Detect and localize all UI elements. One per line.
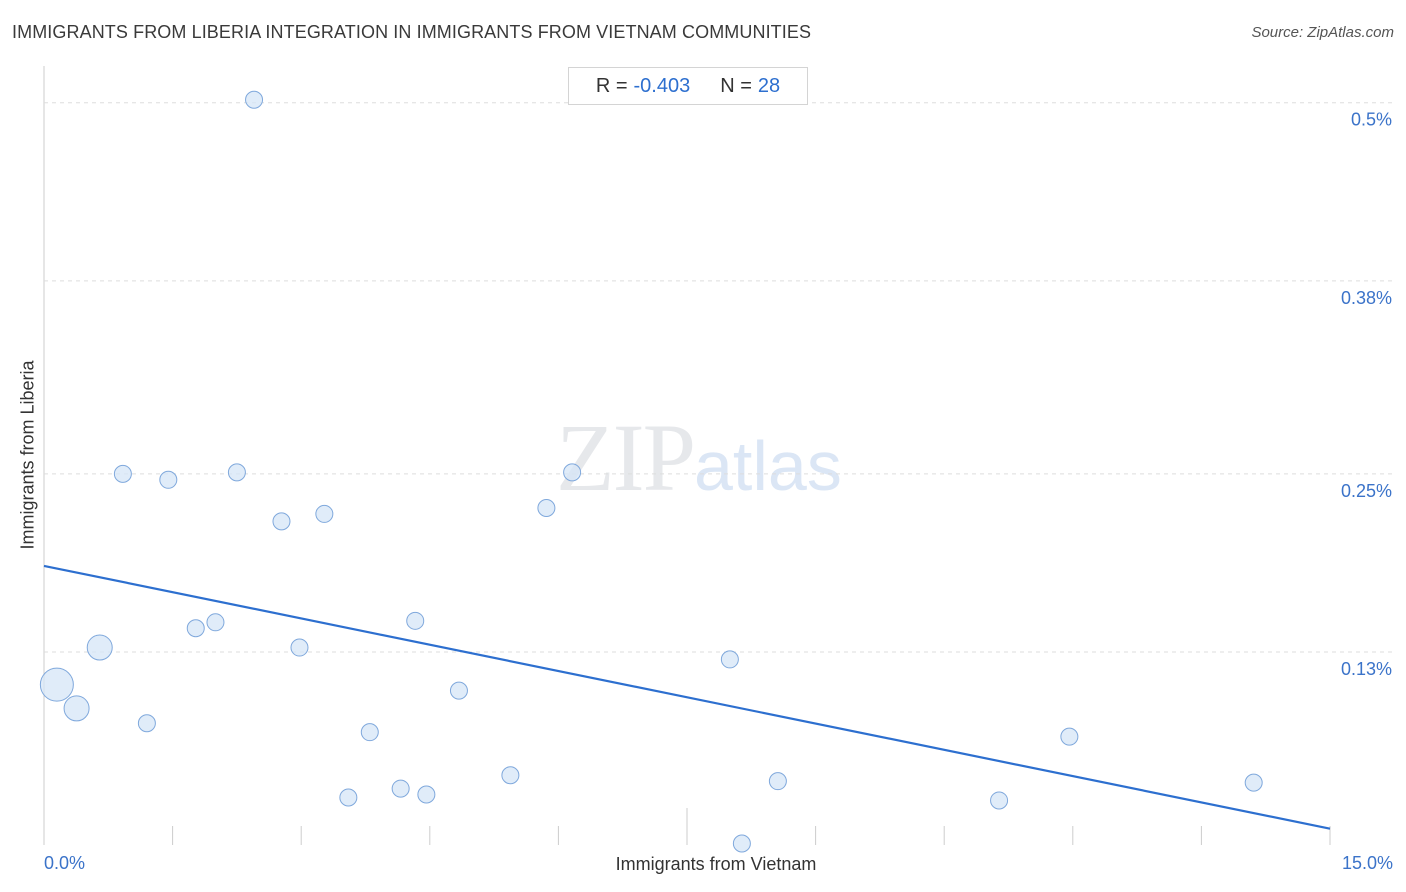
scatter-point — [768, 772, 787, 791]
y-tick-label: 0.5% — [1351, 110, 1392, 130]
scatter-point — [732, 834, 751, 853]
stats-box: R = -0.403 N = 28 — [568, 67, 808, 105]
watermark-zip: ZIP — [556, 404, 696, 511]
watermark: ZIPatlas — [556, 402, 842, 513]
y-axis-label: Immigrants from Liberia — [17, 360, 38, 550]
r-label: R = — [595, 74, 628, 97]
scatter-point — [1060, 727, 1079, 746]
scatter-point — [290, 638, 309, 657]
x-axis-label: Immigrants from Vietnam — [615, 854, 817, 874]
scatter-point — [537, 498, 556, 517]
scatter-point — [417, 785, 436, 804]
scatter-point — [206, 613, 225, 632]
trend-line — [43, 564, 1331, 830]
scatter-point — [720, 650, 739, 669]
scatter-point — [406, 611, 425, 630]
watermark-atlas: atlas — [694, 427, 842, 505]
scatter-point — [501, 766, 520, 785]
scatter-point — [39, 667, 74, 702]
scatter-point — [186, 619, 205, 638]
scatter-point — [159, 470, 178, 489]
scatter-point — [1244, 773, 1263, 792]
scatter-point — [315, 504, 334, 523]
x-tick-label: 0.0% — [44, 853, 85, 873]
scatter-point — [272, 512, 291, 531]
scatter-point — [449, 681, 468, 700]
y-tick-label: 0.13% — [1341, 659, 1392, 679]
y-tick-label: 0.25% — [1341, 481, 1392, 501]
source-label: Source: ZipAtlas.com — [1251, 24, 1394, 41]
scatter-point — [563, 463, 582, 482]
chart-title: IMMIGRANTS FROM LIBERIA INTEGRATION IN I… — [12, 22, 812, 42]
scatter-point — [227, 463, 246, 482]
x-tick-label: 15.0% — [1342, 853, 1393, 873]
scatter-point — [990, 791, 1009, 810]
scatter-point — [339, 788, 358, 807]
scatter-point — [113, 464, 132, 483]
scatter-point — [391, 779, 410, 798]
n-value: 28 — [757, 74, 781, 97]
r-value: -0.403 — [633, 74, 691, 97]
scatter-point — [86, 634, 113, 661]
scatter-point — [360, 723, 379, 742]
scatter-point — [137, 714, 156, 733]
scatter-point — [245, 90, 264, 109]
y-tick-label: 0.38% — [1341, 288, 1392, 308]
n-label: N = — [720, 74, 752, 97]
scatter-point — [63, 695, 90, 722]
